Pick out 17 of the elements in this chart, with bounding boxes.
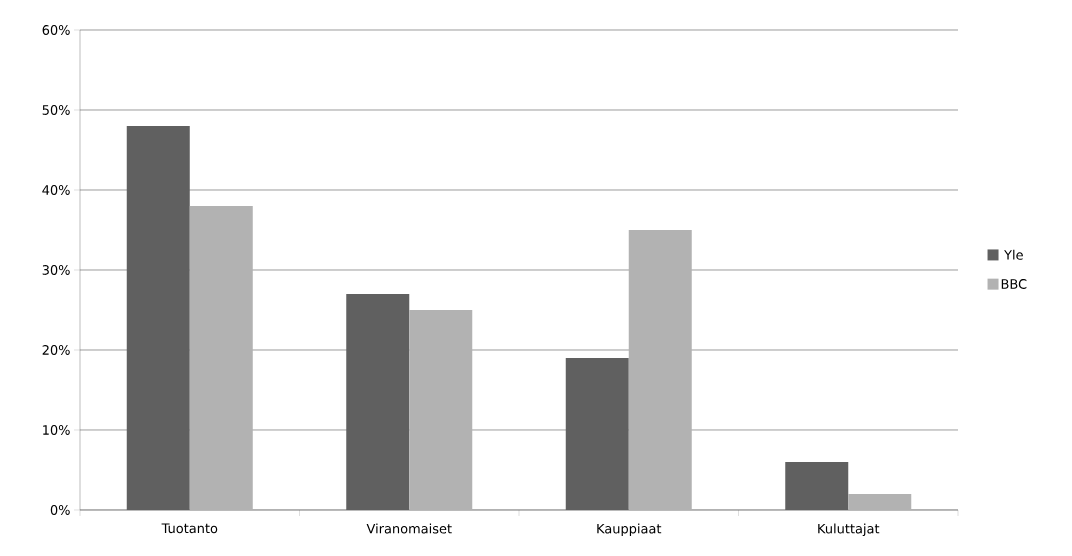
x-tick-label: Viranomaiset [366,523,452,534]
x-tick-label: Kuluttajat [818,523,880,537]
y-tick-label: 40% [42,185,70,195]
y-tick-label: 20% [42,345,70,355]
bar [409,309,473,510]
x-tick-label: Tuotanto [161,523,218,534]
bar [189,205,253,510]
x-tick-label: Kauppiaat [597,523,662,537]
y-tick-label: 0% [50,505,70,515]
legend-label: Yle [1004,249,1023,260]
y-tick-label: 30% [42,265,70,275]
y-tick-label: 60% [42,25,70,35]
bar [848,493,912,510]
bar [628,229,692,510]
legend-label: BBC [1001,279,1027,289]
y-tick-label: 50% [42,105,70,115]
y-tick-label: 10% [43,425,70,435]
